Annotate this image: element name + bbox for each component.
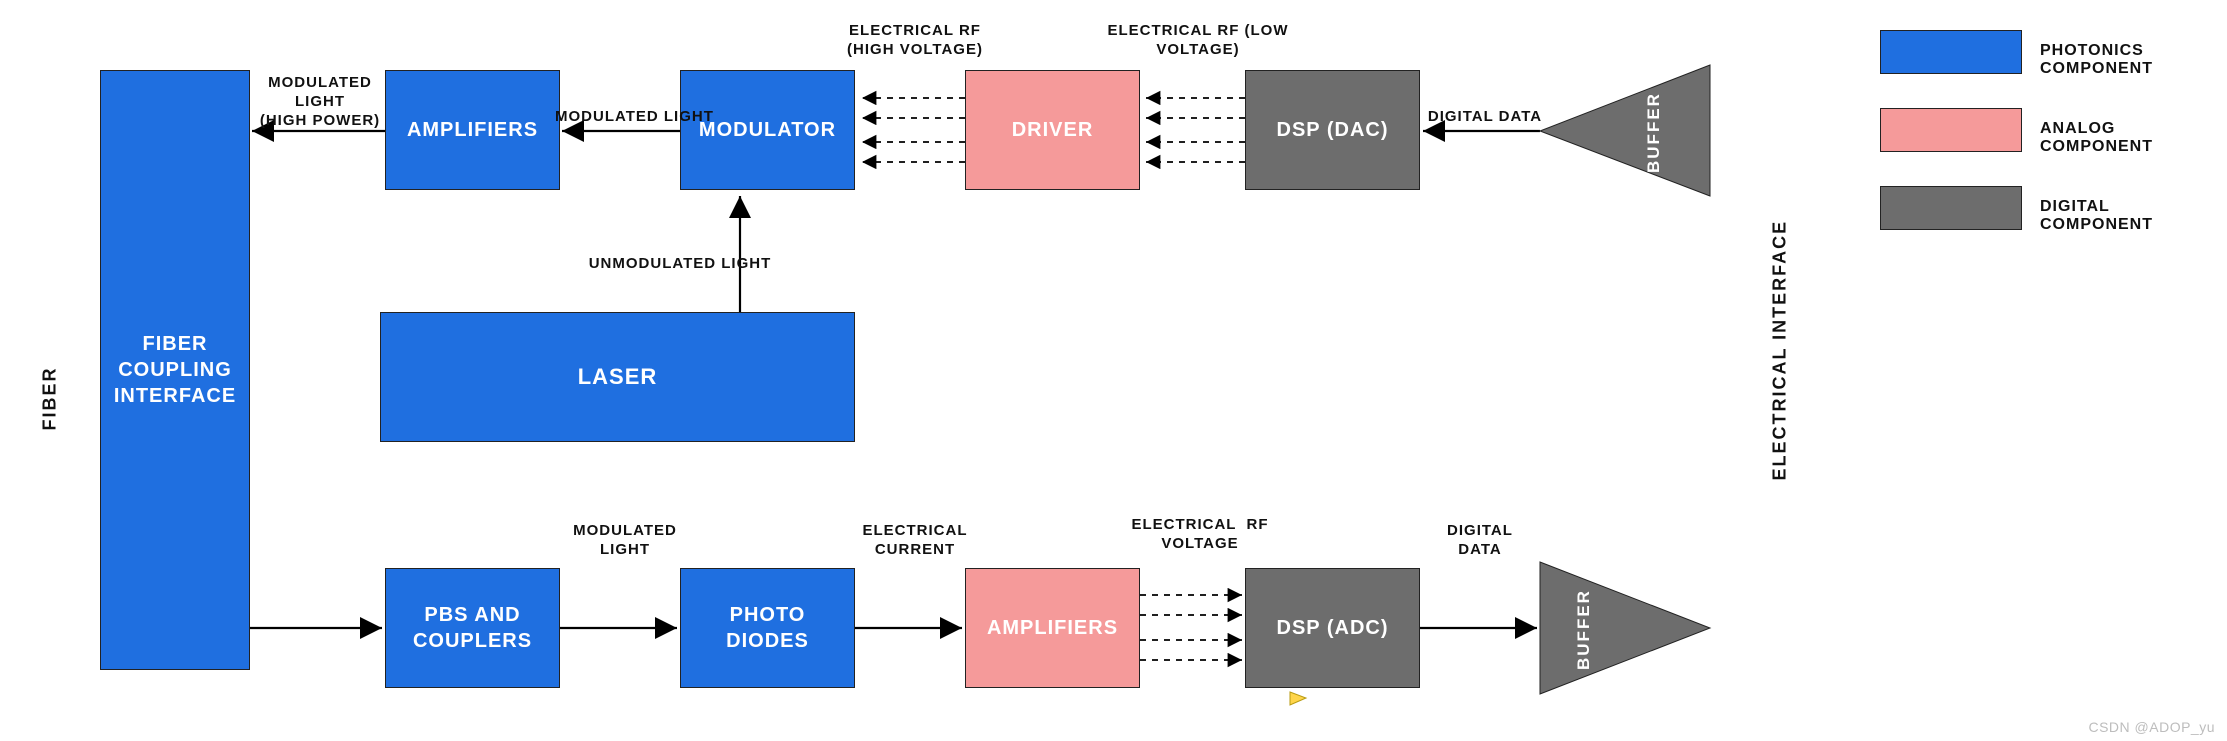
legend-swatch-analog: [1880, 108, 2022, 152]
legend-label-photonics: Photonics Component: [2040, 42, 2227, 78]
driver: Driver: [965, 70, 1140, 190]
edge-digital-data2: Digital Data: [1420, 522, 1540, 560]
legend-label-digital: Digital Component: [2040, 198, 2227, 234]
left-interface-label: Fiber: [40, 311, 61, 431]
edge-digital-data: Digital Data: [1420, 108, 1550, 127]
edge-erf-hv: Electrical RF (High Voltage): [820, 22, 1010, 60]
right-interface-label: Electrical Interface: [1770, 201, 1791, 481]
legend-label-analog: Analog Component: [2040, 120, 2227, 156]
diagram-canvas: Fiber Electrical Interface: [0, 0, 2227, 741]
photo-diodes: Photo Diodes: [680, 568, 855, 688]
laser: Laser: [380, 312, 855, 442]
pbs-and-couplers: PBS and Couplers: [385, 568, 560, 688]
edge-mod-light2: Modulated Light: [555, 522, 695, 560]
edge-unmod-light: Unmodulated Light: [575, 255, 785, 274]
edge-erf-v: Electrical RF Voltage: [1115, 516, 1285, 554]
legend-swatch-digital: [1880, 186, 2022, 230]
legend-swatch-photonics: [1880, 30, 2022, 74]
edge-ecur: Electrical Current: [845, 522, 985, 560]
edge-erf-lv: Electrical RF (Low Voltage): [1098, 22, 1298, 60]
buffer-top-label: Buffer: [1644, 85, 1664, 180]
dsp-adc: DSP (ADC): [1245, 568, 1420, 688]
dsp-dac: DSP (DAC): [1245, 70, 1420, 190]
amplifiers-bottom: Amplifiers: [965, 568, 1140, 688]
modulator: Modulator: [680, 70, 855, 190]
edge-mod-light: Modulated Light: [555, 108, 695, 127]
buffer-bottom-label: Buffer: [1574, 582, 1594, 677]
watermark: CSDN @ADOP_yu: [2088, 719, 2215, 735]
edge-mod-light-hp: Modulated Light (High Power): [255, 74, 385, 130]
fiber-coupling-interface: Fiber Coupling Interface: [100, 70, 250, 670]
amplifiers-top: Amplifiers: [385, 70, 560, 190]
